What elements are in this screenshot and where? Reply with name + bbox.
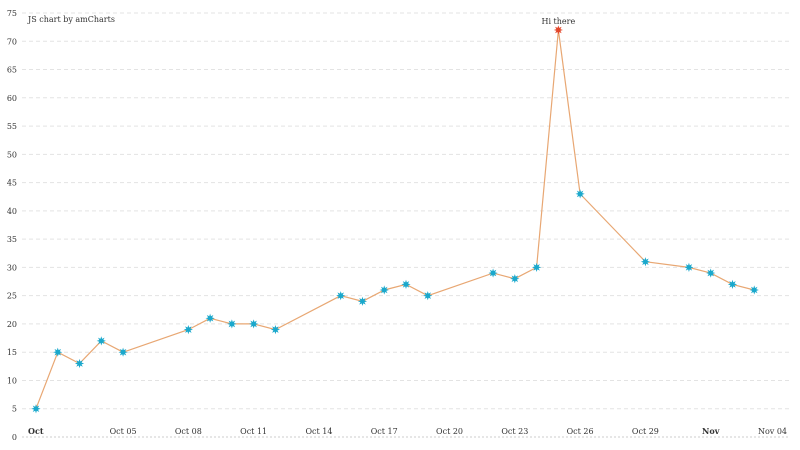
star-icon bbox=[510, 274, 520, 284]
x-tick-label: Oct 17 bbox=[371, 427, 398, 436]
data-point[interactable] bbox=[31, 404, 41, 414]
data-point[interactable] bbox=[531, 262, 542, 272]
x-tick-label: Nov bbox=[702, 426, 720, 436]
data-point[interactable] bbox=[96, 336, 106, 346]
data-point[interactable] bbox=[249, 319, 259, 329]
star-icon bbox=[53, 347, 63, 357]
data-point[interactable] bbox=[183, 324, 193, 335]
star-icon bbox=[118, 347, 128, 357]
data-point[interactable] bbox=[270, 324, 281, 335]
highlight-point[interactable] bbox=[553, 25, 563, 35]
data-point[interactable] bbox=[510, 274, 520, 284]
data-point[interactable] bbox=[575, 189, 585, 199]
x-tick-label: Oct 14 bbox=[305, 427, 332, 436]
star-icon bbox=[401, 279, 411, 289]
x-tick-label: Oct bbox=[28, 426, 44, 436]
star-icon bbox=[357, 296, 368, 306]
annotations: Hi there bbox=[541, 17, 575, 26]
star-icon bbox=[749, 285, 759, 295]
data-point[interactable] bbox=[379, 285, 389, 295]
y-tick-label: 45 bbox=[7, 179, 17, 188]
y-tick-label: 75 bbox=[7, 9, 17, 18]
star-icon bbox=[553, 25, 563, 35]
star-icon bbox=[227, 319, 237, 329]
y-tick-label: 60 bbox=[7, 94, 17, 103]
y-tick-label: 20 bbox=[7, 320, 17, 329]
y-tick-label: 35 bbox=[7, 235, 17, 244]
star-icon bbox=[488, 268, 498, 278]
x-tick-label: Oct 20 bbox=[436, 427, 463, 436]
data-point[interactable] bbox=[74, 358, 85, 369]
star-icon bbox=[183, 324, 193, 335]
data-point[interactable] bbox=[488, 268, 498, 278]
star-icon bbox=[74, 358, 85, 369]
y-tick-label: 10 bbox=[7, 376, 17, 385]
data-point[interactable] bbox=[749, 285, 759, 295]
y-tick-label: 30 bbox=[7, 263, 17, 272]
data-point[interactable] bbox=[53, 347, 63, 357]
x-tick-label: Oct 11 bbox=[240, 427, 267, 436]
x-axis: Oct Oct 05 Oct 08 Oct 11 Oct 14 Oct 17 Oct 20 O… bbox=[28, 426, 787, 436]
star-icon bbox=[31, 404, 41, 414]
y-tick-label: 55 bbox=[7, 122, 17, 131]
star-icon bbox=[249, 319, 259, 329]
y-tick-label: 15 bbox=[7, 348, 17, 357]
grid-lines bbox=[22, 12, 790, 438]
y-axis: 0 5 10 15 20 25 30 35 40 45 50 55 60 65 70 75 bbox=[7, 9, 17, 442]
star-icon bbox=[379, 285, 389, 295]
x-tick-label: Oct 08 bbox=[175, 427, 202, 436]
data-point[interactable] bbox=[423, 291, 433, 301]
star-icon bbox=[706, 268, 716, 278]
star-icon bbox=[684, 262, 694, 272]
chart-credit[interactable]: JS chart by amCharts bbox=[27, 15, 115, 24]
star-icon bbox=[575, 189, 585, 199]
x-tick-label: Nov 04 bbox=[758, 427, 787, 436]
star-icon bbox=[531, 262, 542, 272]
data-point[interactable] bbox=[227, 319, 237, 329]
x-tick-label: Oct 29 bbox=[632, 427, 659, 436]
data-point[interactable] bbox=[357, 296, 368, 306]
star-icon bbox=[640, 257, 651, 267]
star-icon bbox=[727, 279, 738, 289]
data-point[interactable] bbox=[706, 268, 716, 278]
data-point[interactable] bbox=[640, 257, 651, 267]
y-tick-label: 50 bbox=[7, 150, 17, 159]
star-icon bbox=[270, 324, 281, 335]
data-point[interactable] bbox=[118, 347, 128, 357]
y-tick-label: 70 bbox=[7, 37, 17, 46]
star-icon bbox=[96, 336, 106, 346]
y-tick-label: 40 bbox=[7, 207, 17, 216]
y-tick-label: 65 bbox=[7, 66, 17, 75]
data-point[interactable] bbox=[684, 262, 694, 272]
y-tick-label: 25 bbox=[7, 292, 17, 301]
x-tick-label: Oct 05 bbox=[110, 427, 137, 436]
y-tick-label: 5 bbox=[12, 405, 17, 414]
data-point[interactable] bbox=[401, 279, 411, 289]
x-tick-label: Oct 26 bbox=[567, 427, 594, 436]
star-icon bbox=[205, 313, 215, 323]
y-tick-label: 0 bbox=[12, 433, 17, 442]
star-icon bbox=[336, 291, 346, 301]
star-icon bbox=[423, 291, 433, 301]
data-point[interactable] bbox=[205, 313, 215, 323]
point-annotation: Hi there bbox=[541, 17, 575, 26]
x-tick-label: Oct 23 bbox=[501, 427, 528, 436]
data-point[interactable] bbox=[336, 291, 346, 301]
series-markers bbox=[31, 25, 759, 414]
data-point[interactable] bbox=[727, 279, 738, 289]
